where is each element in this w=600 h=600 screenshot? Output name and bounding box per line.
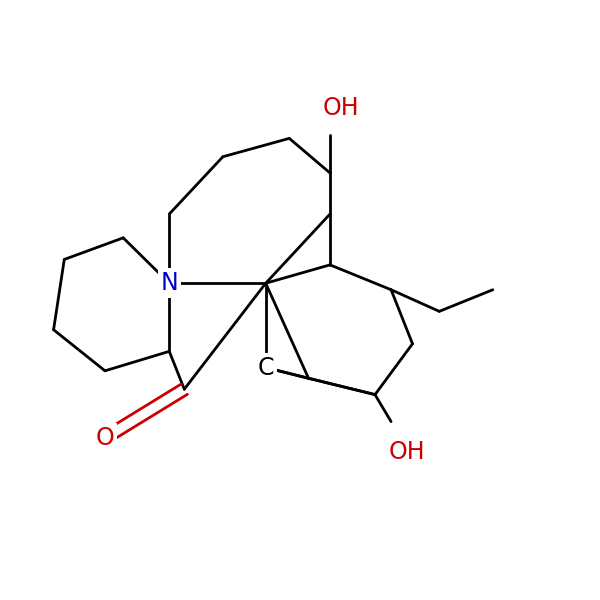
Text: OH: OH [322,96,359,120]
Text: O: O [95,426,115,450]
Text: N: N [160,271,178,295]
Text: OH: OH [389,440,425,464]
Text: C: C [257,356,274,380]
